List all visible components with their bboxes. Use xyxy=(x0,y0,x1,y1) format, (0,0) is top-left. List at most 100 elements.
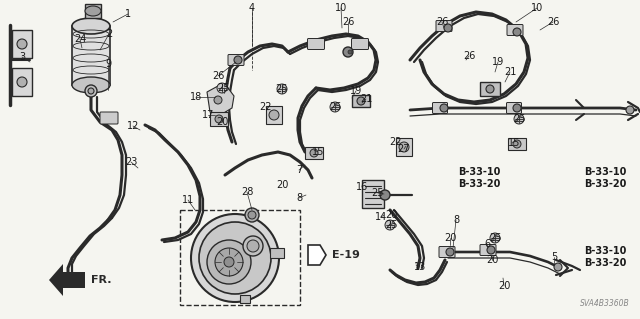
FancyBboxPatch shape xyxy=(433,102,447,114)
Text: 25: 25 xyxy=(513,114,525,124)
Text: 19: 19 xyxy=(492,57,504,67)
Text: 21: 21 xyxy=(504,67,516,77)
Bar xyxy=(352,95,370,107)
Text: 10: 10 xyxy=(335,3,347,13)
Text: 25: 25 xyxy=(489,233,501,243)
Bar xyxy=(210,112,228,126)
Bar xyxy=(508,138,526,150)
Circle shape xyxy=(207,240,251,284)
Circle shape xyxy=(214,96,222,104)
Circle shape xyxy=(514,114,524,124)
Text: 25: 25 xyxy=(218,83,230,93)
Circle shape xyxy=(444,24,452,32)
Text: 25: 25 xyxy=(329,102,341,112)
Circle shape xyxy=(269,110,279,120)
Text: 18: 18 xyxy=(190,92,202,102)
Bar xyxy=(180,210,300,305)
Text: 8: 8 xyxy=(296,193,302,203)
Text: 26: 26 xyxy=(463,51,475,61)
Circle shape xyxy=(199,222,271,294)
FancyBboxPatch shape xyxy=(480,244,496,256)
Circle shape xyxy=(330,102,340,112)
Circle shape xyxy=(626,106,634,114)
Circle shape xyxy=(191,214,279,302)
Bar xyxy=(12,68,32,96)
Text: SVA4B3360B: SVA4B3360B xyxy=(580,299,630,308)
Polygon shape xyxy=(207,86,234,114)
Text: 26: 26 xyxy=(212,71,224,81)
Bar xyxy=(266,106,282,124)
Ellipse shape xyxy=(85,6,101,16)
Text: 9: 9 xyxy=(105,59,111,69)
Circle shape xyxy=(310,149,318,157)
Circle shape xyxy=(343,47,353,57)
Text: 25: 25 xyxy=(372,188,384,198)
Text: 27: 27 xyxy=(397,144,410,154)
FancyBboxPatch shape xyxy=(439,247,455,257)
Circle shape xyxy=(243,236,263,256)
Text: B-33-10
B-33-20: B-33-10 B-33-20 xyxy=(458,167,500,189)
FancyBboxPatch shape xyxy=(507,25,523,35)
Ellipse shape xyxy=(72,18,110,34)
Text: 26: 26 xyxy=(342,17,354,27)
Text: 8: 8 xyxy=(453,215,459,225)
Circle shape xyxy=(348,50,352,54)
Bar xyxy=(396,138,412,156)
Bar xyxy=(270,248,284,258)
Text: 3: 3 xyxy=(19,52,25,62)
Text: 4: 4 xyxy=(249,3,255,13)
Text: 26: 26 xyxy=(436,17,448,27)
Circle shape xyxy=(446,248,454,256)
Text: 16: 16 xyxy=(356,182,368,192)
Text: 28: 28 xyxy=(241,187,253,197)
Text: 7: 7 xyxy=(296,165,302,175)
Circle shape xyxy=(399,142,409,152)
FancyBboxPatch shape xyxy=(228,55,244,65)
Text: 22: 22 xyxy=(260,102,272,112)
Bar xyxy=(305,147,323,159)
Polygon shape xyxy=(308,245,326,265)
Text: 20: 20 xyxy=(216,117,228,127)
Circle shape xyxy=(440,104,448,112)
Text: FR.: FR. xyxy=(91,275,111,285)
Text: 17: 17 xyxy=(202,110,214,120)
Text: 26: 26 xyxy=(547,17,559,27)
Text: 2: 2 xyxy=(106,29,112,39)
Text: 20: 20 xyxy=(498,281,510,291)
FancyBboxPatch shape xyxy=(307,39,324,49)
Bar xyxy=(72,26,110,85)
Circle shape xyxy=(234,56,242,64)
Circle shape xyxy=(486,85,494,93)
Bar xyxy=(12,30,32,58)
Text: 20: 20 xyxy=(486,255,498,265)
Circle shape xyxy=(490,233,500,243)
Bar xyxy=(240,295,250,303)
Text: B-33-10
B-33-20: B-33-10 B-33-20 xyxy=(584,246,627,268)
Circle shape xyxy=(245,208,259,222)
Circle shape xyxy=(513,28,521,36)
Circle shape xyxy=(487,246,495,254)
FancyBboxPatch shape xyxy=(351,39,369,49)
Circle shape xyxy=(554,263,562,271)
FancyBboxPatch shape xyxy=(100,112,118,124)
Text: 6: 6 xyxy=(484,239,490,249)
Text: 11: 11 xyxy=(182,195,194,205)
Circle shape xyxy=(17,77,27,87)
Text: 10: 10 xyxy=(531,3,543,13)
Text: 15: 15 xyxy=(312,147,324,157)
Text: B-33-10
B-33-20: B-33-10 B-33-20 xyxy=(584,167,627,189)
Text: 23: 23 xyxy=(125,157,137,167)
Text: 22: 22 xyxy=(390,137,403,147)
Circle shape xyxy=(357,97,365,105)
Text: 20: 20 xyxy=(276,180,288,190)
Bar xyxy=(480,82,500,96)
Circle shape xyxy=(385,220,395,230)
Bar xyxy=(362,180,384,208)
Text: 24: 24 xyxy=(74,34,86,44)
Text: 20: 20 xyxy=(385,210,397,220)
Text: 25: 25 xyxy=(276,84,288,94)
Circle shape xyxy=(215,248,243,276)
Circle shape xyxy=(247,240,259,252)
Circle shape xyxy=(380,190,390,200)
Text: 12: 12 xyxy=(127,121,139,131)
